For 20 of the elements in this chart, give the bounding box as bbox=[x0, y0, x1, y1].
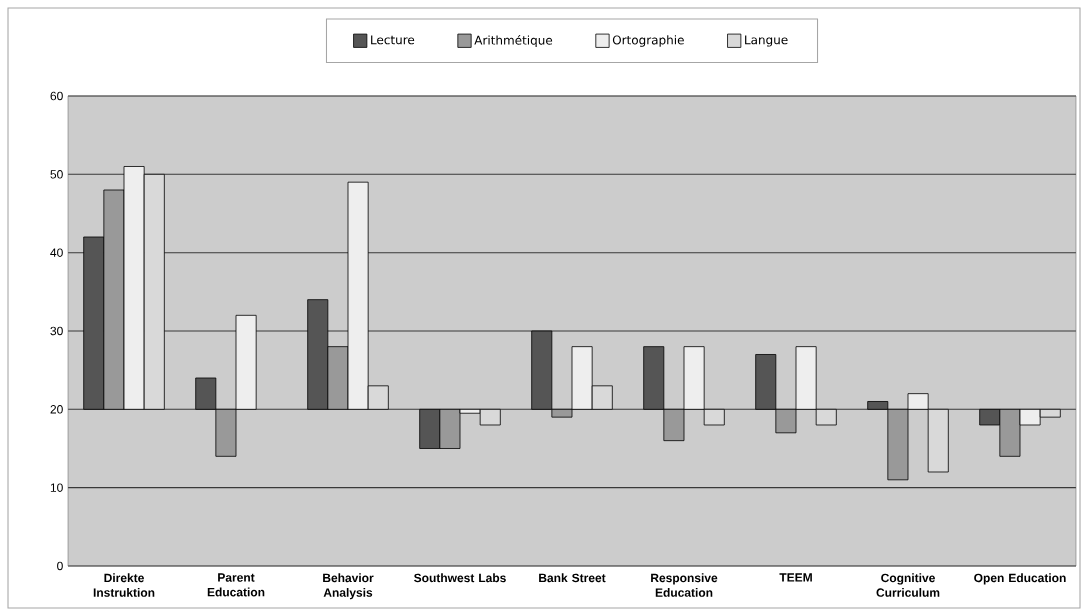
x-tick-label: Parent Education bbox=[207, 573, 265, 597]
legend-label: Langue bbox=[745, 35, 788, 47]
x-tick-label: Cognitive Curriculum bbox=[876, 573, 940, 597]
x-tick-label: Behavior Analysis bbox=[323, 573, 374, 600]
x-tick-label: Direkte Instruktion bbox=[93, 573, 155, 597]
legend-label: Lecture bbox=[371, 35, 415, 45]
y-tick-label: 20 bbox=[50, 405, 63, 414]
legend-label: Ortographie bbox=[612, 35, 684, 47]
x-tick-label: Southwest Labs bbox=[414, 573, 506, 583]
y-tick-label: 0 bbox=[57, 561, 63, 571]
y-tick-label: 40 bbox=[50, 248, 63, 257]
x-tick-label: Responsive Education bbox=[651, 573, 718, 597]
x-tick-label: Bank Street bbox=[539, 573, 606, 583]
y-tick-label: 10 bbox=[50, 483, 63, 492]
y-tick-label: 50 bbox=[50, 170, 63, 179]
x-tick-label: Open Education bbox=[974, 573, 1066, 585]
legend-label: Arithmétique bbox=[474, 34, 553, 48]
y-tick-label: 30 bbox=[50, 326, 63, 336]
x-tick-label: TEEM bbox=[779, 573, 812, 582]
y-tick-label: 60 bbox=[50, 91, 63, 101]
